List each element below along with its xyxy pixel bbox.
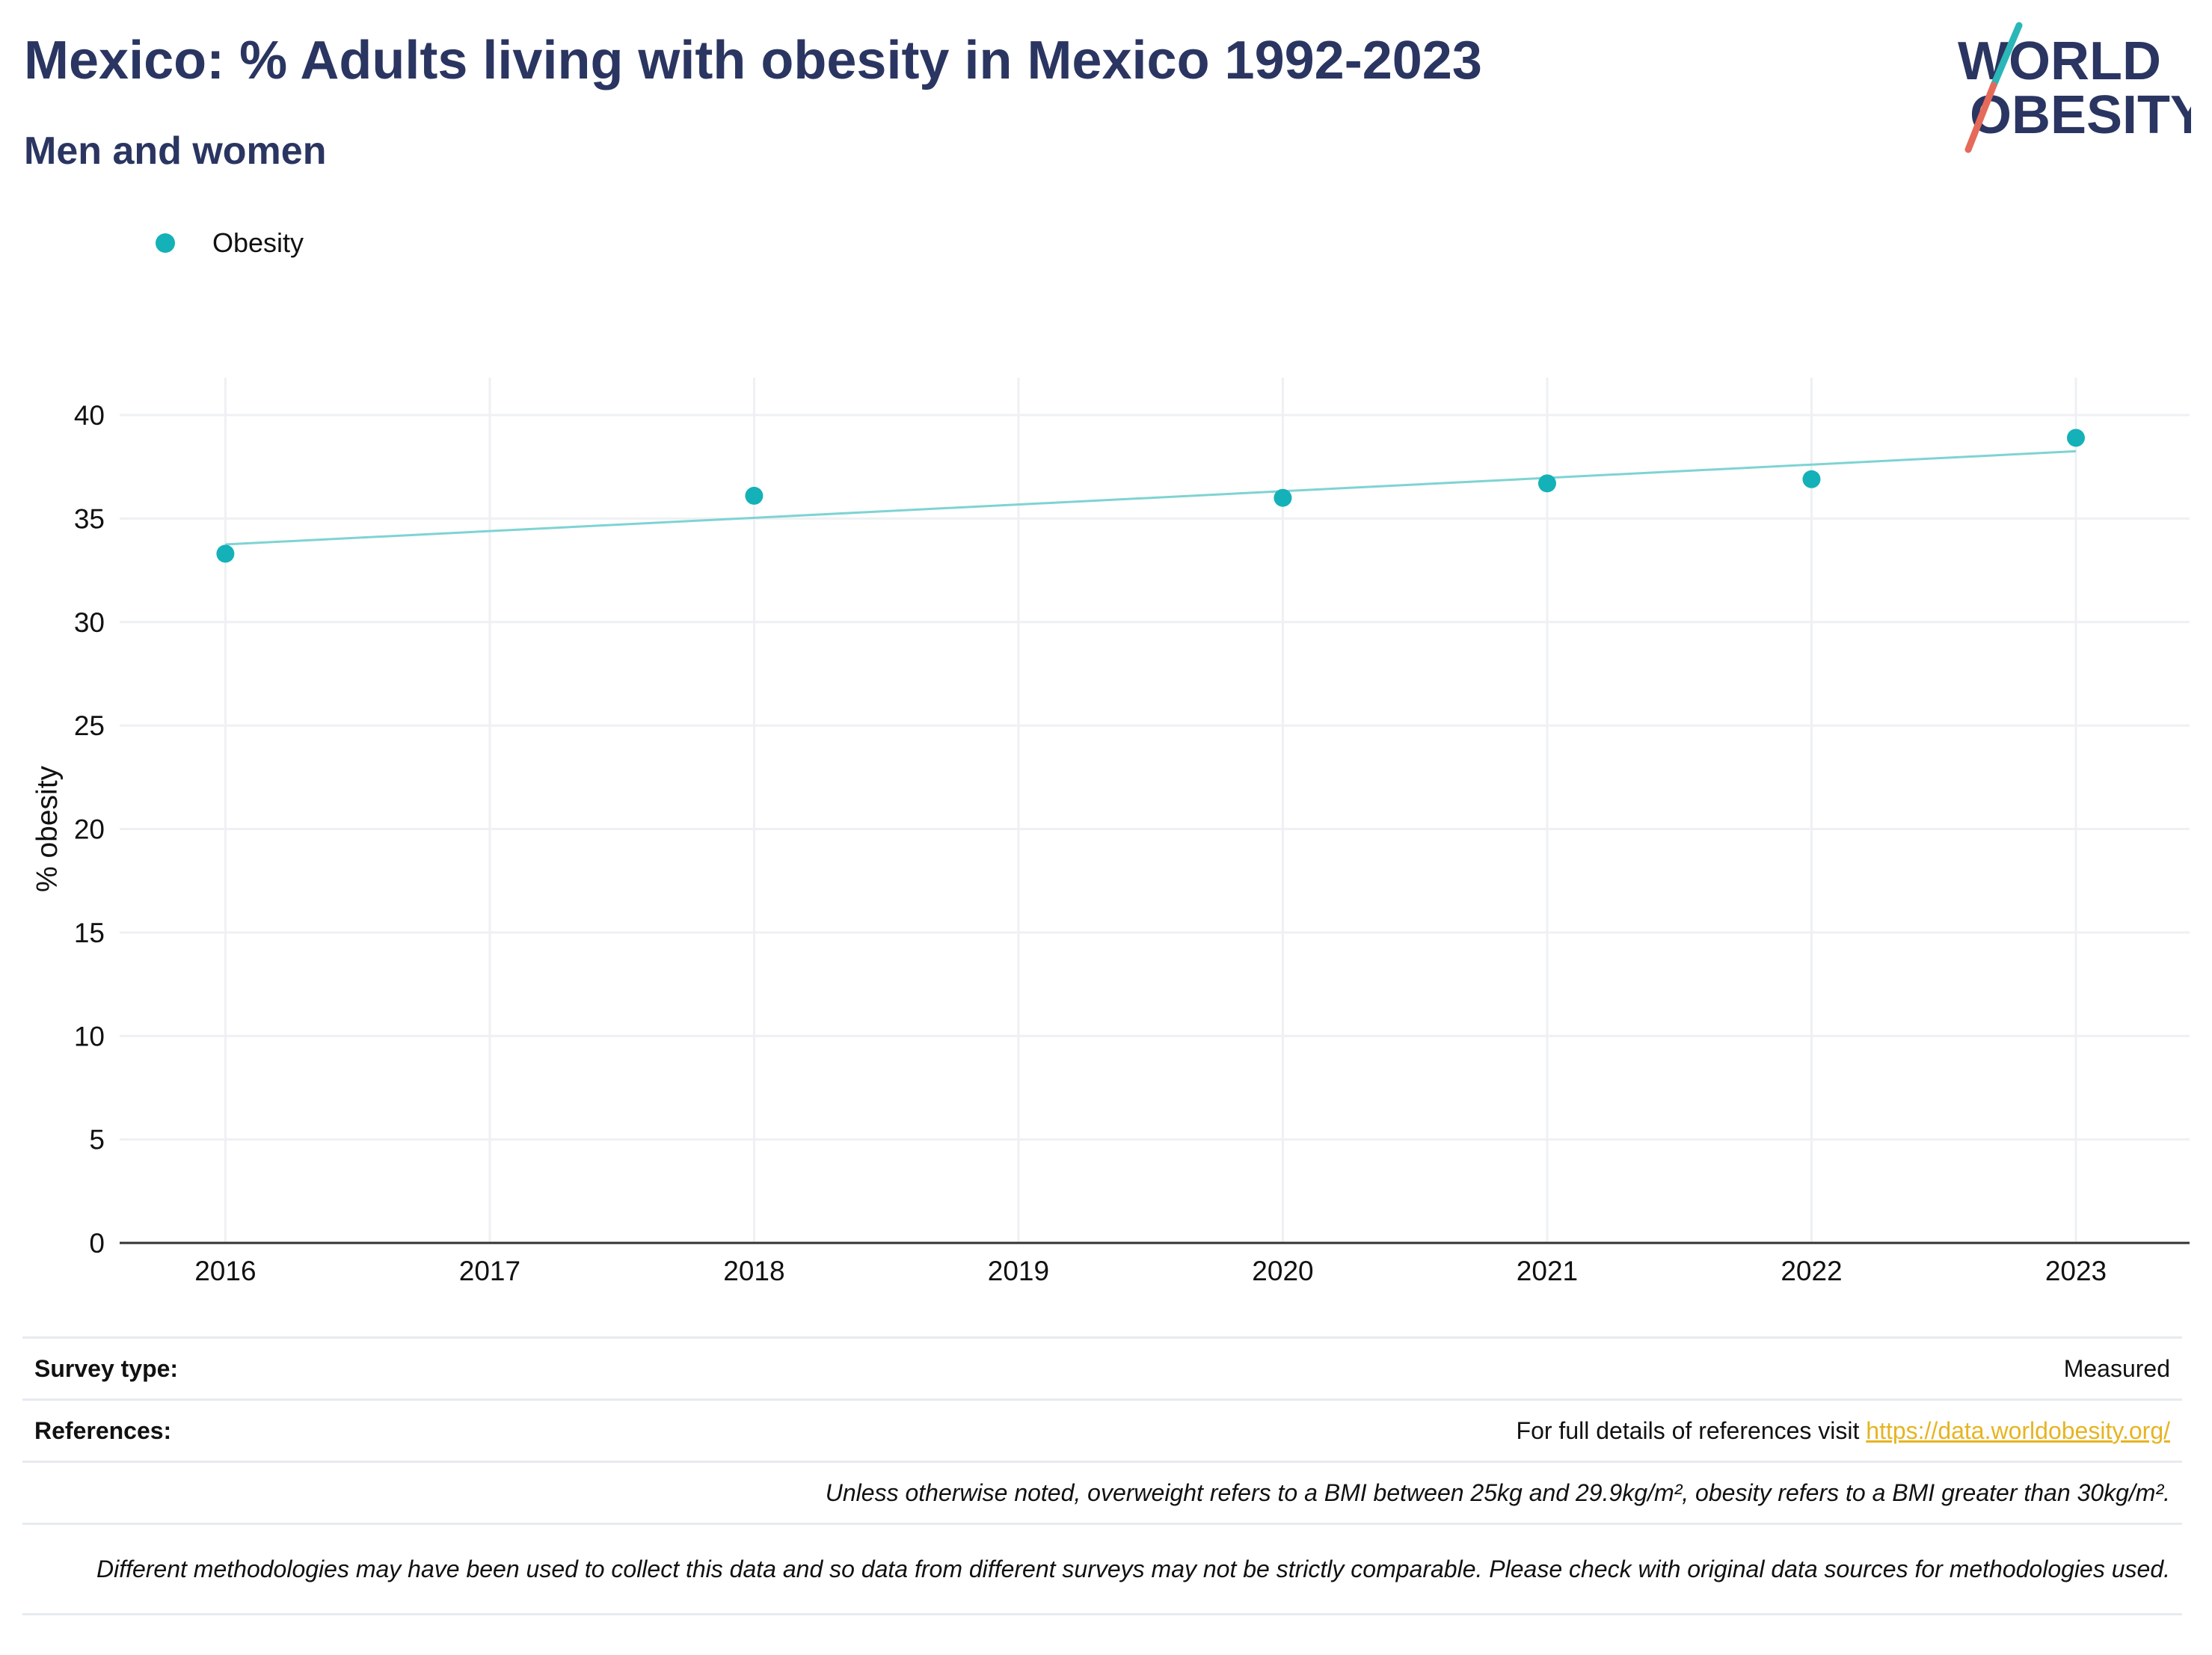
footer-row-survey-type: Survey type: Measured — [22, 1336, 2182, 1398]
chart-footer: Survey type: Measured References: For fu… — [22, 1336, 2182, 1615]
x-tick-label: 2023 — [2045, 1256, 2107, 1286]
logo-slash-teal — [1990, 22, 2023, 89]
bmi-definition-note: Unless otherwise noted, overweight refer… — [825, 1479, 2170, 1506]
references-text: For full details of references visit — [1516, 1416, 1867, 1444]
y-tick-label: 10 — [74, 1021, 105, 1051]
y-tick-label: 25 — [74, 710, 105, 741]
data-point-obesity — [216, 544, 235, 563]
world-obesity-logo: WORLD OBESITY — [1958, 22, 2191, 153]
footer-row-bmi-note: Unless otherwise noted, overweight refer… — [22, 1461, 2182, 1523]
y-tick-label: 35 — [74, 503, 105, 534]
data-point-obesity — [745, 486, 764, 505]
chart-legend[interactable]: Obesity — [156, 224, 304, 262]
data-point-obesity — [1802, 470, 1821, 488]
survey-type-value: Measured — [2063, 1354, 2170, 1382]
y-tick-label: 5 — [89, 1125, 105, 1155]
x-tick-label: 2017 — [459, 1256, 520, 1286]
footer-row-references: References: For full details of referenc… — [22, 1398, 2182, 1461]
y-tick-label: 40 — [74, 400, 105, 431]
chart-subtitle: Men and women — [24, 129, 327, 173]
y-tick-label: 0 — [89, 1228, 105, 1259]
references-link[interactable]: https://data.worldobesity.org/ — [1866, 1416, 2170, 1444]
logo-word-world: WORLD — [1958, 31, 2161, 91]
data-point-obesity — [1537, 474, 1556, 493]
logo-word-obesity: OBESITY — [1970, 85, 2191, 145]
data-point-obesity — [2066, 429, 2085, 447]
methodology-note: Different methodologies may have been us… — [96, 1555, 2170, 1582]
legend-marker-obesity — [156, 233, 175, 253]
x-tick-label: 2020 — [1252, 1256, 1313, 1286]
x-tick-label: 2021 — [1517, 1256, 1578, 1286]
y-tick-label: 20 — [74, 814, 105, 845]
logo-slash-coral — [1964, 82, 1997, 153]
data-point-obesity — [1274, 488, 1292, 507]
references-label: References: — [34, 1416, 172, 1444]
references-value: For full details of references visit htt… — [1517, 1417, 2170, 1445]
x-tick-label: 2019 — [988, 1256, 1049, 1286]
y-tick-label: 15 — [74, 918, 105, 948]
trend-line — [225, 449, 2077, 546]
x-tick-label: 2022 — [1781, 1256, 1842, 1286]
footer-row-methodology-note: Different methodologies may have been us… — [22, 1523, 2182, 1615]
x-tick-label: 2018 — [723, 1256, 784, 1286]
obesity-scatter-chart: 0 5 10 15 20 25 30 35 40 2016 2017 2018 2019 2020 2021… — [31, 378, 2190, 1286]
chart-title: Mexico: % Adults living with obesity in … — [24, 31, 1482, 90]
legend-label-obesity: Obesity — [212, 227, 304, 258]
x-tick-label: 2016 — [194, 1256, 256, 1286]
y-tick-label: 30 — [74, 607, 105, 638]
y-axis-title: % obesity — [31, 765, 64, 892]
survey-type-label: Survey type: — [34, 1354, 179, 1382]
